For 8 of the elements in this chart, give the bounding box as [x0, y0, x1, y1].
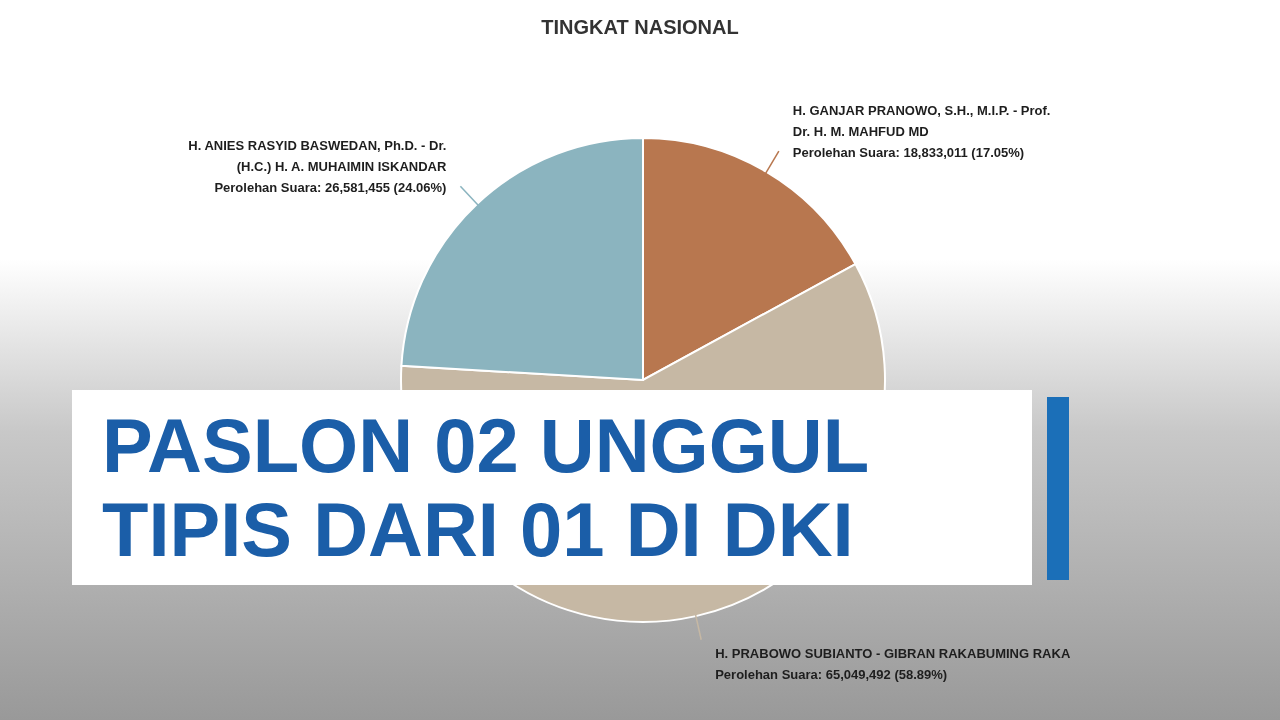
slice-label: H. ANIES RASYID BASWEDAN, Ph.D. - Dr. (H.C.) H. A. MUHAIMIN ISKANDAR	[188, 138, 447, 175]
text: PASLON 02 UNGGUL TIPIS DARI 01 DI DKI	[102, 403, 869, 572]
slice-label: H. GANJAR PRANOWO, S.H., M.I.P. - Prof. Dr. H. M. MAHFUD MD	[792, 103, 1051, 140]
data-label: Perolehan Suara: 65,049,492 (58.89%)	[715, 666, 948, 682]
data-label: Perolehan Suara: 26,581,455 (24.06%)	[214, 180, 447, 196]
slice-label: H. PRABOWO SUBIANTO - GIBRAN RAKABUMING RAKA	[715, 645, 1071, 661]
chart-title: TINGKAT NASIONAL	[540, 16, 740, 39]
data-label: Perolehan Suara: 18,833,011 (17.05%)	[792, 145, 1025, 161]
